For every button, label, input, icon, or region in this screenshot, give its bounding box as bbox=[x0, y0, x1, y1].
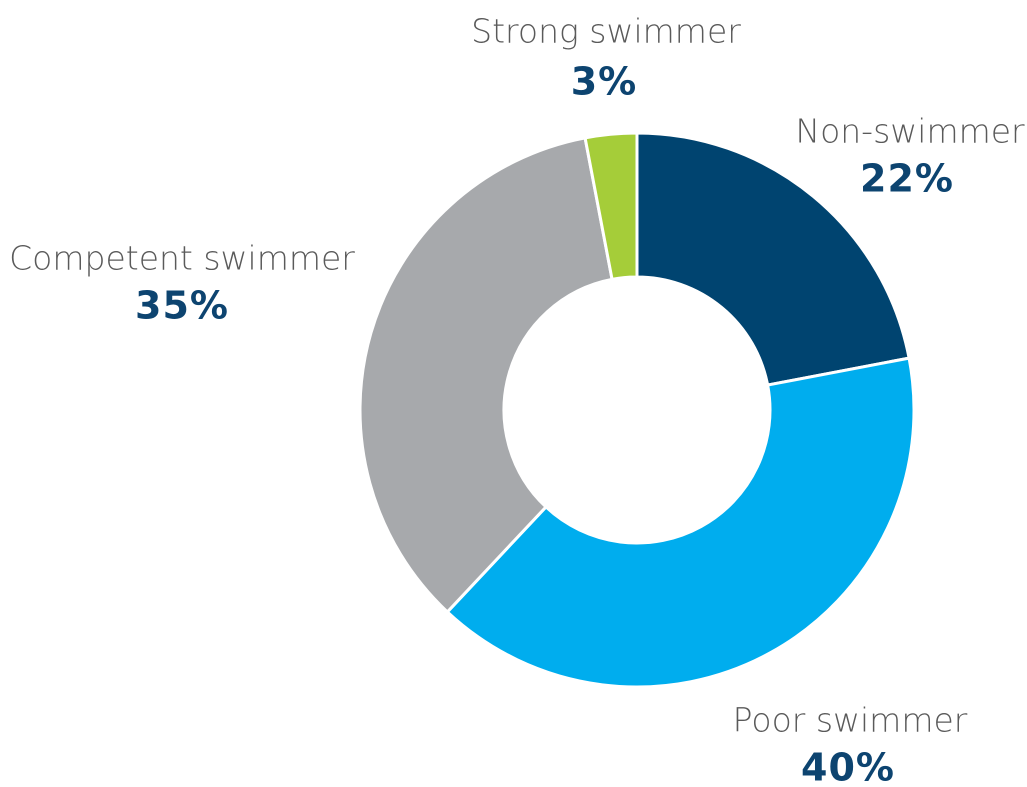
donut-slice bbox=[445, 356, 916, 689]
slice-value: 40% bbox=[801, 746, 895, 787]
slice-value: 3% bbox=[571, 60, 638, 104]
donut-slice bbox=[635, 131, 911, 387]
slice-value: 22% bbox=[860, 157, 954, 201]
donut-slice bbox=[358, 136, 614, 615]
slice-label: Competent swimmer bbox=[9, 239, 355, 278]
slice-value: 35% bbox=[135, 284, 229, 328]
donut-slice bbox=[583, 131, 639, 282]
slice-label: Non-swimmer bbox=[795, 112, 1025, 151]
slice-label: Poor swimmer bbox=[733, 701, 968, 740]
slice-label: Strong swimmer bbox=[471, 12, 741, 51]
